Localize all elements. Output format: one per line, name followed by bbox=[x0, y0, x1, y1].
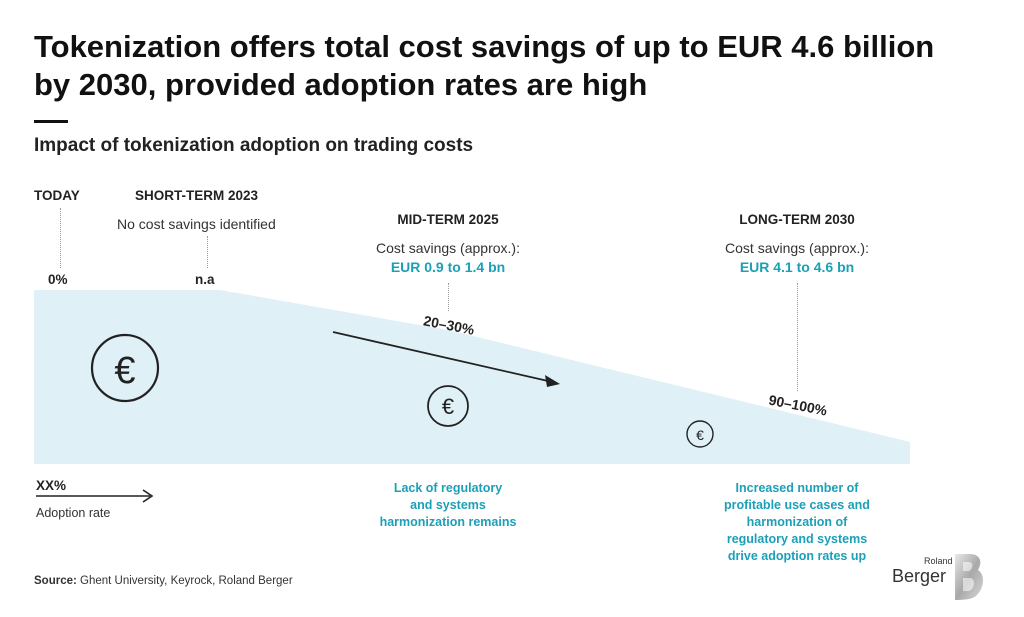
short-term-leader-line bbox=[207, 236, 208, 268]
source-label: Source: bbox=[34, 575, 77, 587]
euro-icon-small: € bbox=[686, 420, 714, 448]
adoption-area bbox=[34, 290, 910, 464]
svg-text:€: € bbox=[114, 350, 135, 392]
stage-mid-term-savings-label: Cost savings (approx.): bbox=[376, 240, 520, 256]
stage-short-term-note: No cost savings identified bbox=[117, 216, 276, 232]
mid-term-note-line: Lack of regulatory bbox=[393, 481, 503, 495]
logo-large-text: Berger bbox=[892, 566, 947, 586]
stage-short-term-value: n.a bbox=[195, 272, 215, 287]
roland-berger-logo: Roland Berger bbox=[890, 548, 990, 604]
arrow-right-icon bbox=[36, 489, 154, 503]
long-term-note-line: harmonization of bbox=[746, 515, 848, 529]
stage-short-term-label: SHORT-TERM 2023 bbox=[135, 188, 259, 203]
long-term-leader-line bbox=[797, 283, 798, 391]
mid-term-note-line: and systems bbox=[410, 498, 486, 512]
long-term-note-line: drive adoption rates up bbox=[727, 549, 867, 563]
chart-subtitle: Impact of tokenization adoption on tradi… bbox=[34, 135, 474, 156]
stage-mid-term-savings-value: EUR 0.9 to 1.4 bn bbox=[390, 259, 506, 275]
title-rule bbox=[34, 120, 68, 123]
today-leader-line bbox=[60, 208, 61, 268]
euro-icon-medium: € bbox=[427, 385, 469, 427]
stage-long-term-savings-label: Cost savings (approx.): bbox=[725, 240, 869, 256]
mid-term-leader-line bbox=[448, 283, 449, 311]
stage-today-value: 0% bbox=[48, 272, 68, 287]
logo-mark-icon bbox=[955, 554, 984, 600]
stage-mid-term-label: MID-TERM 2025 bbox=[397, 212, 499, 227]
title-line-2: by 2030, provided adoption rates are hig… bbox=[34, 67, 648, 102]
stage-long-term-savings-value: EUR 4.1 to 4.6 bn bbox=[739, 259, 855, 275]
legend-label: Adoption rate bbox=[36, 506, 111, 520]
stage-long-term-label: LONG-TERM 2030 bbox=[739, 212, 855, 227]
logo-small-text: Roland bbox=[924, 556, 953, 566]
source-line: Source: Ghent University, Keyrock, Rolan… bbox=[34, 575, 293, 587]
long-term-note-line: Increased number of bbox=[735, 481, 859, 495]
source-text: Ghent University, Keyrock, Roland Berger bbox=[80, 575, 293, 587]
page-title: Tokenization offers total cost savings o… bbox=[34, 28, 994, 104]
svg-text:€: € bbox=[442, 394, 454, 419]
stage-today-label: TODAY bbox=[34, 188, 80, 203]
title-line-1: Tokenization offers total cost savings o… bbox=[34, 29, 935, 64]
long-term-note-line: profitable use cases and bbox=[724, 498, 870, 512]
long-term-note-line: regulatory and systems bbox=[726, 532, 868, 546]
adoption-trend-arrow bbox=[332, 331, 560, 387]
svg-text:€: € bbox=[696, 427, 704, 443]
euro-icon-large: € bbox=[90, 333, 160, 403]
mid-term-note: Lack of regulatory and systems harmoniza… bbox=[348, 480, 548, 531]
long-term-note: Increased number of profitable use cases… bbox=[687, 480, 907, 565]
legend-value: XX% bbox=[36, 478, 67, 493]
mid-term-note-line: harmonization remains bbox=[379, 515, 517, 529]
